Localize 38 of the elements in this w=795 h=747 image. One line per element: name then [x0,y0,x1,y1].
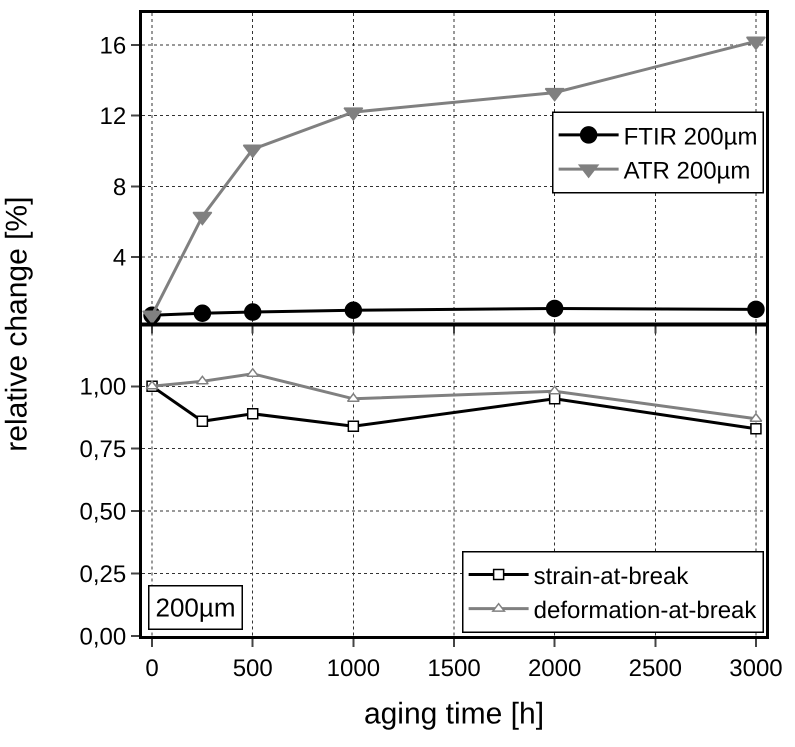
annotation: 200µm [156,592,236,622]
x-tick-label: 0 [145,654,159,682]
y-tick-label: 0,50 [79,498,126,526]
legend-label: strain-at-break [534,562,690,590]
x-tick-label: 3000 [729,654,783,682]
y-axis-title: relative change [%] [0,196,34,452]
point [344,302,362,319]
legend-label: FTIR 200µm [624,123,758,150]
point [196,376,209,385]
point [246,408,258,420]
point [749,413,762,422]
legend-label: ATR 200µm [624,157,750,184]
y-tick-label: 0,75 [79,436,126,464]
point [546,300,564,318]
point [346,393,360,402]
y-tick-label: 0,25 [79,560,126,588]
point [548,386,562,395]
point [747,300,765,318]
y-tick-label: 1,00 [79,374,126,401]
point [146,380,159,390]
point [194,304,212,322]
legend-label: deformation-at-break [534,597,758,624]
x-tick-label: 2000 [528,654,582,682]
x-tick-label: 2500 [628,654,682,682]
y-tick-label: 0,00 [79,623,126,650]
y-tick-label: 8 [112,174,126,201]
point [750,423,762,434]
point [348,420,360,432]
point [196,416,208,428]
y-tick-label: 12 [99,103,126,130]
y-tick-label: 16 [99,32,126,60]
point [246,368,260,378]
y-tick-label: 4 [112,244,126,272]
x-axis-title: aging time [h] [364,697,544,730]
x-tick-label: 1000 [326,654,380,682]
x-tick-label: 500 [232,654,273,682]
point [244,303,262,321]
x-tick-label: 1500 [427,654,481,682]
